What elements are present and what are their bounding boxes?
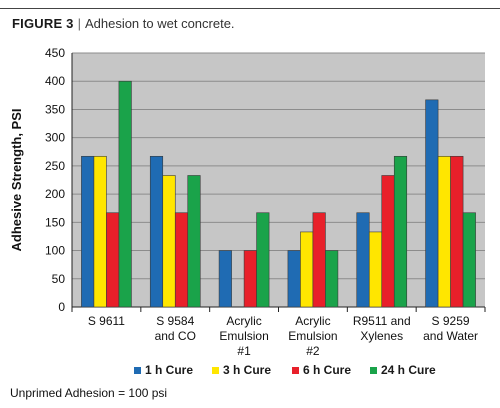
bar xyxy=(81,155,95,308)
category-label-line: and Water xyxy=(423,329,478,343)
bar xyxy=(312,212,326,308)
figure-title: FIGURE 3 | Adhesion to wet concrete. xyxy=(12,16,235,31)
legend-swatch xyxy=(134,366,141,374)
category-label-line: Emulsion xyxy=(288,329,337,343)
y-tick-label: 200 xyxy=(45,187,65,201)
category-label: Acrylic Emulsion #1 xyxy=(219,314,268,358)
bar xyxy=(118,80,132,308)
category-label: R9511 and Xylenes xyxy=(353,314,411,343)
bar xyxy=(218,250,232,308)
bar xyxy=(325,250,339,308)
legend-item: 24 h Cure xyxy=(370,363,436,377)
bar xyxy=(381,175,395,308)
y-tick-label: 250 xyxy=(45,159,65,173)
category-label-line: S 9259 xyxy=(432,314,470,328)
footnote: Unprimed Adhesion = 100 psi xyxy=(10,386,168,400)
y-tick-label: 150 xyxy=(45,215,65,229)
bar xyxy=(300,231,314,308)
legend-label: 1 h Cure xyxy=(145,363,194,377)
legend-swatch xyxy=(212,366,219,374)
bar xyxy=(174,212,189,308)
bar xyxy=(393,155,408,308)
bar xyxy=(368,231,383,308)
y-tick-label: 400 xyxy=(45,74,65,88)
category-label-line: #1 xyxy=(237,344,251,358)
bar xyxy=(437,155,451,308)
category-label-line: #2 xyxy=(306,344,320,358)
category-label: S 9259 and Water xyxy=(423,314,478,343)
top-rule xyxy=(0,8,500,9)
title-separator: | xyxy=(77,16,81,31)
legend-label: 24 h Cure xyxy=(381,363,436,377)
category-label-line: Acrylic xyxy=(226,314,261,328)
bar xyxy=(243,250,257,308)
category-label-line: Xylenes xyxy=(360,329,403,343)
category-label-line: S 9611 xyxy=(88,314,125,328)
bar xyxy=(356,212,370,308)
bar xyxy=(425,99,439,308)
y-axis-title: Adhesive Strength, PSI xyxy=(9,108,24,251)
y-tick-label: 450 xyxy=(45,46,65,60)
y-tick-label: 0 xyxy=(58,300,65,314)
y-tick-label: 350 xyxy=(45,102,65,116)
figure-caption: Adhesion to wet concrete. xyxy=(84,16,235,31)
legend-item: 6 h Cure xyxy=(292,363,351,377)
bar xyxy=(106,212,120,308)
bar xyxy=(162,175,176,308)
category-label-line: R9511 and xyxy=(353,314,411,328)
bar xyxy=(450,155,464,308)
category-label-line: Emulsion xyxy=(219,329,268,343)
bar xyxy=(187,175,201,308)
category-label: Acrylic Emulsion #2 xyxy=(288,314,337,358)
bar xyxy=(462,212,476,308)
legend-item: 3 h Cure xyxy=(212,363,271,377)
y-tick-label: 100 xyxy=(45,244,65,258)
legend-label: 6 h Cure xyxy=(303,363,352,377)
plot-area xyxy=(72,53,485,307)
category-label: S 9611 xyxy=(88,314,125,328)
category-label-line: Acrylic xyxy=(295,314,330,328)
bar xyxy=(256,212,270,308)
chart-legend: 1 h Cure 3 h Cure 6 h Cure 24 h Cure xyxy=(0,363,500,381)
category-label-line: S 9584 xyxy=(156,314,194,328)
figure-number: FIGURE 3 xyxy=(12,16,74,31)
category-label-line: and CO xyxy=(155,329,196,343)
bar xyxy=(149,155,164,308)
category-label: S 9584 and CO xyxy=(155,314,196,343)
legend-label: 3 h Cure xyxy=(223,363,272,377)
legend-item: 1 h Cure xyxy=(134,363,193,377)
y-tick-label: 300 xyxy=(45,131,65,145)
bar xyxy=(93,155,107,308)
legend-swatch xyxy=(292,366,299,374)
y-tick-label: 50 xyxy=(52,272,66,286)
bar xyxy=(287,250,301,308)
legend-swatch xyxy=(370,366,377,374)
